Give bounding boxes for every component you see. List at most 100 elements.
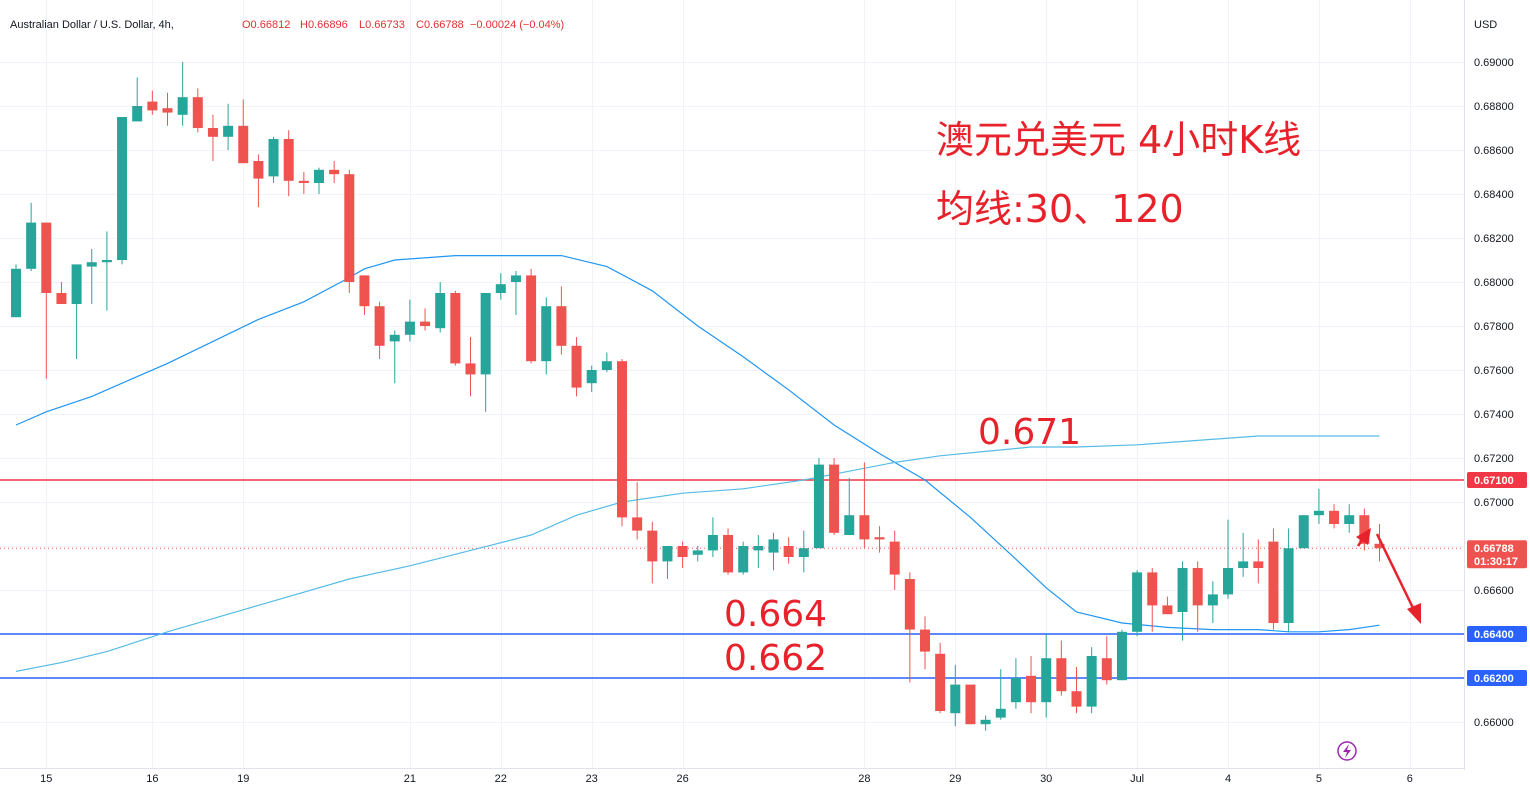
candle-body (314, 169, 324, 183)
candle-body (26, 222, 37, 269)
time-axis[interactable]: 15 16 19 21 22 23 26 28 29 30 Jul 4 5 6 (40, 773, 1413, 785)
price-tag-resistance-bg (1467, 472, 1527, 488)
candle-body (859, 515, 870, 540)
currency-label[interactable]: USD (1474, 19, 1497, 31)
candle (192, 88, 203, 133)
annotation-level-662: 0.662 (724, 638, 827, 679)
candle-body (662, 546, 673, 562)
candle (889, 530, 900, 590)
ma-line-ma120 (15, 435, 1380, 672)
candle-body (268, 139, 279, 177)
candle-body (147, 101, 158, 111)
candle (707, 517, 718, 557)
candle-body (374, 306, 385, 346)
candle-body (526, 275, 537, 362)
candle (1283, 528, 1294, 632)
time-tick-label: Jul (1130, 773, 1144, 785)
candle-body (889, 541, 900, 575)
candle (117, 117, 128, 265)
time-tick-label: 23 (586, 773, 598, 785)
price-tick-label: 0.67600 (1474, 365, 1514, 377)
candle (617, 359, 627, 527)
candle (950, 664, 961, 727)
candle (177, 62, 188, 126)
candle (389, 330, 400, 384)
candle-body (813, 464, 824, 549)
candle-body (329, 169, 340, 175)
candle (1268, 528, 1279, 630)
candle (1086, 647, 1097, 714)
candle (253, 154, 264, 208)
candle (41, 222, 52, 379)
candle (465, 337, 476, 397)
price-tick-label: 0.68200 (1474, 233, 1514, 245)
symbol-legend[interactable]: Australian Dollar / U.S. Dollar, 4h, O0.… (10, 19, 564, 31)
candle-body (435, 293, 446, 329)
candle-body (1101, 658, 1112, 681)
candle (904, 572, 915, 683)
candle-body (692, 550, 703, 555)
candle-body (465, 363, 476, 375)
candle (450, 290, 461, 366)
candle (11, 264, 21, 318)
candle-body (677, 546, 688, 557)
time-tick-label: 5 (1316, 773, 1322, 785)
candle-body (1026, 675, 1037, 703)
candle-body (1177, 568, 1188, 612)
candle (1223, 519, 1233, 599)
candle (329, 161, 340, 183)
candle-body (738, 546, 749, 573)
candle-body (632, 517, 643, 531)
candle-body (41, 222, 52, 293)
annotation-level-671: 0.671 (978, 412, 1081, 453)
candle-body (238, 125, 249, 164)
symbol-title[interactable]: Australian Dollar / U.S. Dollar, 4h, (10, 19, 174, 31)
candle-body (450, 293, 461, 364)
candle-body (541, 306, 552, 362)
candle (1329, 504, 1340, 529)
candle-body (480, 293, 491, 375)
candle-body (1041, 658, 1052, 703)
time-tick-label: 30 (1040, 773, 1052, 785)
price-tick-label: 0.67800 (1474, 321, 1514, 333)
candle (1207, 581, 1218, 623)
price-tag-last-countdown: 01:30:17 (1474, 556, 1518, 568)
candle-body (1223, 568, 1233, 595)
legend-low: L0.66733 (359, 19, 405, 31)
price-tick-label: 0.67000 (1474, 497, 1514, 509)
candle (738, 541, 749, 575)
candle-body (71, 264, 82, 304)
candle-body (844, 515, 855, 535)
candle (1298, 515, 1309, 549)
ma-line-ma30 (15, 255, 1380, 633)
arrow-up-icon (1356, 528, 1371, 547)
candle (404, 299, 415, 342)
candle-body (571, 345, 582, 388)
candle (1359, 508, 1370, 551)
candle (207, 114, 218, 161)
candle-body (283, 139, 294, 181)
candles (11, 62, 1385, 731)
candle (1374, 524, 1385, 562)
candle (571, 337, 582, 397)
lightning-icon[interactable] (1337, 741, 1357, 761)
candle (480, 293, 491, 412)
price-tick-label: 0.67400 (1474, 409, 1514, 421)
candle-body (556, 306, 567, 346)
time-tick-label: 21 (404, 773, 416, 785)
candle-body (1207, 594, 1218, 606)
annotation-level-664: 0.664 (724, 594, 827, 635)
price-tag-support-2-bg (1467, 670, 1527, 686)
candle (1132, 570, 1143, 637)
candle (874, 526, 885, 553)
candle-body (829, 464, 840, 533)
candle (768, 532, 779, 571)
candle-body (117, 117, 128, 260)
candle (844, 477, 855, 535)
candle (859, 462, 870, 549)
time-tick-label: 28 (858, 773, 870, 785)
candle (101, 231, 112, 311)
